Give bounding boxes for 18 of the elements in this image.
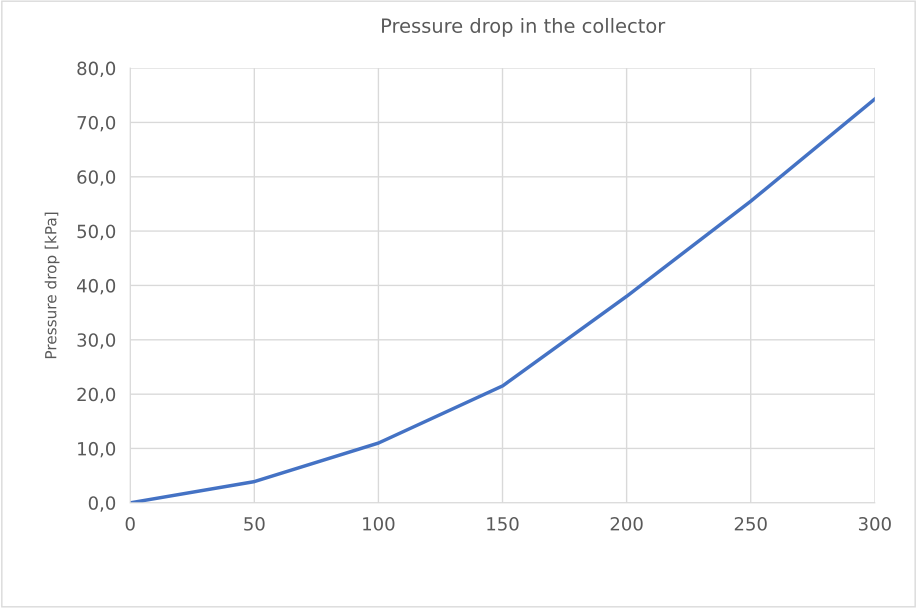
x-tick-label: 150	[487, 517, 519, 531]
y-tick-label: 30,0	[78, 333, 116, 349]
y-tick-label: 50,0	[78, 224, 116, 240]
x-tick-label: 250	[734, 517, 767, 531]
x-tick-label: 0	[126, 517, 135, 531]
x-tick-label: 200	[610, 517, 643, 531]
y-tick-label: 10,0	[78, 442, 116, 458]
x-tick-label: 50	[244, 517, 265, 531]
y-tick-label: 60,0	[77, 170, 116, 186]
y-tick-label: 40,0	[77, 278, 116, 294]
y-axis-title: Pressure drop [kPa]	[44, 212, 60, 358]
x-tick-label: 300	[858, 517, 891, 531]
x-tick-label: 100	[363, 517, 394, 531]
y-tick-label: 20,0	[77, 388, 116, 404]
y-tick-label: 80,0	[77, 62, 116, 78]
y-tick-label: 70,0	[78, 116, 116, 132]
y-tick-label: 0,0	[88, 496, 116, 512]
chart-title: Pressure drop in the collector	[382, 18, 666, 37]
